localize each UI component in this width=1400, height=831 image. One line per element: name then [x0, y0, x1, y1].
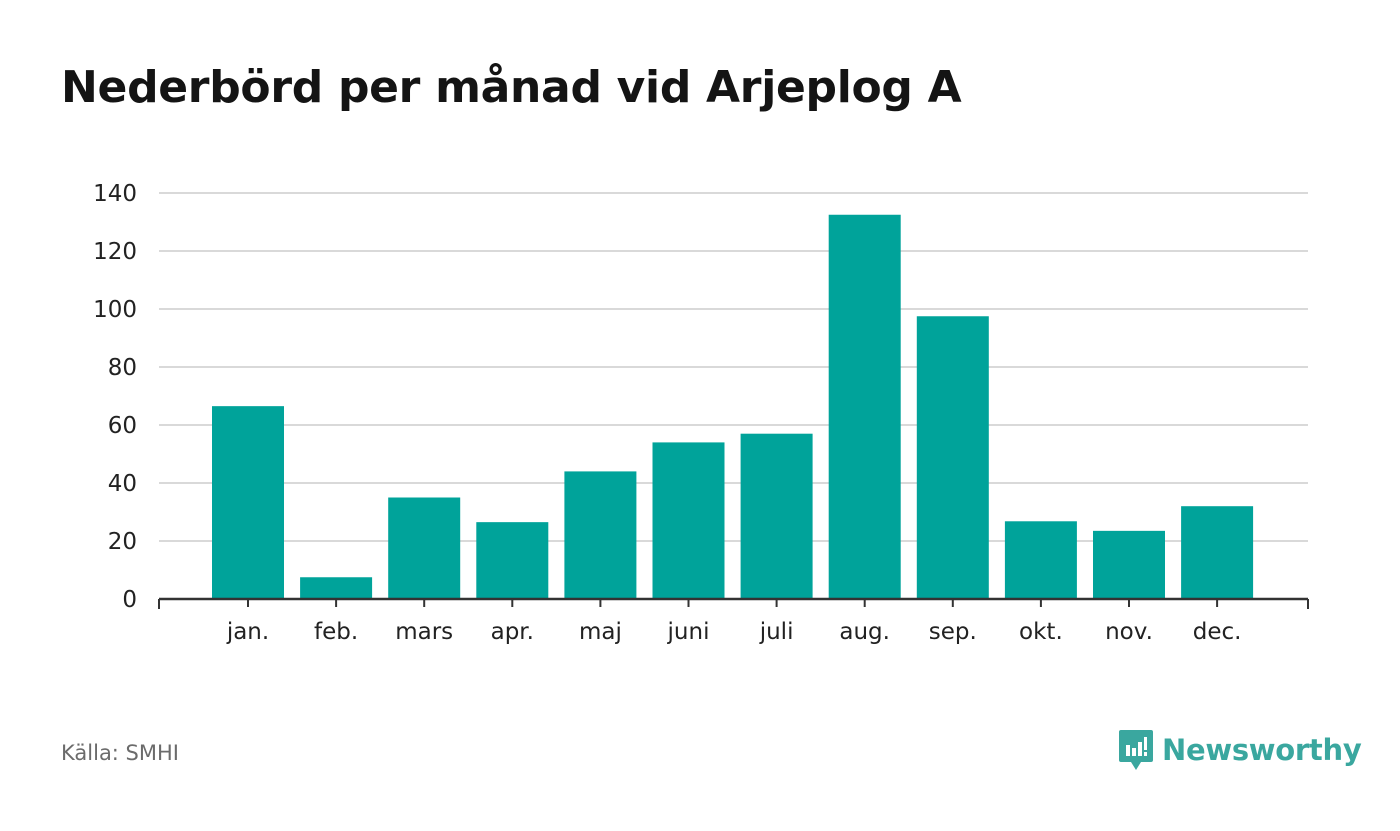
- bar-juli[interactable]: [740, 433, 813, 599]
- x-tick-label: juli: [759, 619, 794, 645]
- gridlines: [159, 192, 1308, 542]
- x-tick-label: mars: [395, 619, 453, 645]
- bar-nov[interactable]: [1093, 530, 1165, 599]
- x-tick-label: juni: [667, 619, 710, 645]
- x-tick-label: aug.: [839, 619, 890, 645]
- bar-feb[interactable]: [300, 577, 373, 599]
- bar-apr[interactable]: [476, 522, 549, 599]
- y-axis-ticks: 0 20 40 60 80 100 120 140: [93, 181, 137, 613]
- x-tick-label: jan.: [226, 619, 269, 645]
- source-note: Källa: SMHI: [61, 741, 179, 765]
- x-tick-label: dec.: [1193, 619, 1242, 645]
- y-tick-label: 80: [108, 355, 137, 381]
- newsworthy-logo[interactable]: Newsworthy: [1118, 728, 1362, 772]
- bar-jan[interactable]: [212, 406, 284, 599]
- bar-maj[interactable]: [564, 471, 637, 599]
- x-tick-label: feb.: [314, 619, 358, 645]
- x-tick-label: sep.: [929, 619, 977, 645]
- y-tick-label: 60: [108, 413, 137, 439]
- x-tick-label: nov.: [1105, 619, 1153, 645]
- y-tick-label: 100: [93, 297, 137, 323]
- bar-okt[interactable]: [1004, 521, 1077, 599]
- bar-mars[interactable]: [388, 497, 461, 600]
- y-tick-label: 40: [108, 471, 137, 497]
- y-tick-label: 120: [93, 239, 137, 265]
- y-tick-label: 20: [108, 529, 137, 555]
- x-axis-ticks: jan. feb. mars apr. maj juni juli aug. sep. okt. n…: [226, 599, 1242, 645]
- y-tick-label: 140: [93, 181, 137, 207]
- newsworthy-chart-bubble-icon: [1119, 730, 1153, 770]
- bars: [212, 214, 1254, 600]
- x-tick-label: okt.: [1019, 619, 1063, 645]
- x-tick-label: maj: [579, 619, 622, 645]
- bar-juni[interactable]: [652, 442, 725, 599]
- bar-chart: 0 20 40 60 80 100 120 140 jan. feb. mars apr. maj ju…: [93, 181, 1309, 645]
- x-tick-label: apr.: [491, 619, 534, 645]
- bar-dec[interactable]: [1181, 506, 1254, 599]
- bar-aug[interactable]: [828, 214, 901, 599]
- chart-title: Nederbörd per månad vid Arjeplog A: [61, 62, 962, 113]
- x-axis: [158, 597, 1309, 609]
- y-tick-label: 0: [122, 587, 137, 613]
- bar-sep[interactable]: [916, 316, 989, 599]
- brand-name: Newsworthy: [1162, 733, 1362, 767]
